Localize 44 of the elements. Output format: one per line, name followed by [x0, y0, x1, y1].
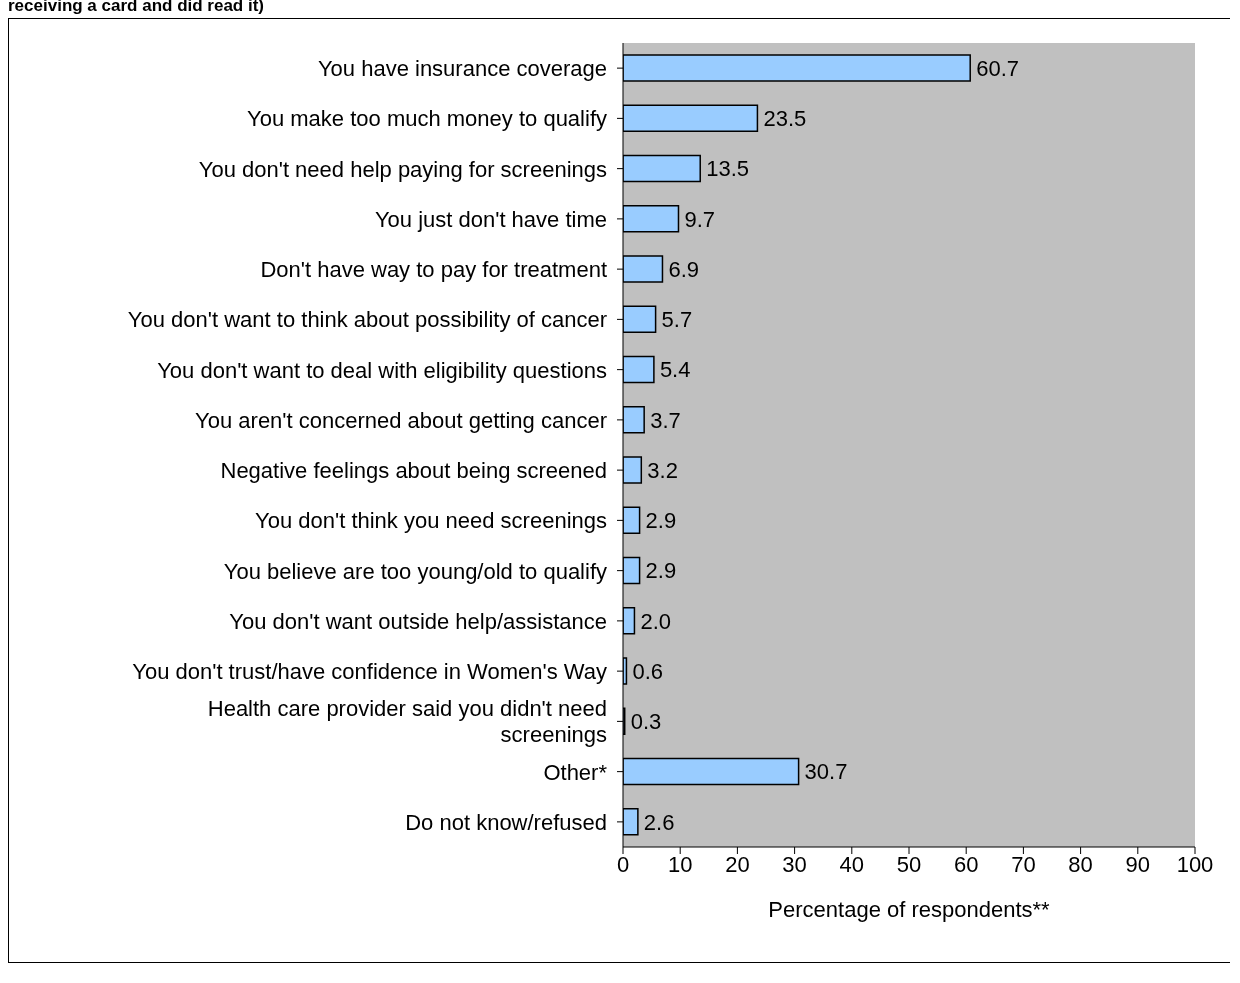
- x-axis-title: Percentage of respondents**: [768, 897, 1051, 922]
- y-tick-label: Health care provider said you didn't need screenings: [207, 696, 607, 748]
- y-tick-label: You just don't have time: [374, 206, 607, 232]
- data-label: 2.0: [640, 608, 672, 634]
- data-label: 0.3: [630, 709, 662, 735]
- data-label: 30.7: [804, 759, 848, 785]
- x-tick-label: 80: [1068, 851, 1093, 877]
- x-tick-label: 0: [616, 851, 630, 877]
- x-tick-label: 100: [1176, 851, 1214, 877]
- data-label: 0.6: [632, 658, 664, 684]
- y-tick-label: Other*: [543, 759, 608, 785]
- data-label: 2.9: [645, 558, 677, 584]
- y-tick-label: You believe are too young/old to qualify: [223, 558, 607, 584]
- y-tick-label: You aren't concerned about getting cancer: [195, 407, 607, 433]
- data-label: 9.7: [684, 206, 716, 232]
- y-tick-label: You don't want to think about possibility of cancer: [127, 307, 607, 333]
- data-label: 5.4: [659, 357, 691, 383]
- x-tick-label: 50: [896, 851, 922, 877]
- x-tick-label: 70: [1011, 851, 1036, 877]
- x-tick-label: 20: [725, 851, 750, 877]
- data-label: 3.7: [650, 407, 681, 433]
- y-tick-label: You don't need help paying for screenings: [198, 156, 607, 182]
- data-label: 23.5: [763, 106, 807, 132]
- data-label: 13.5: [706, 156, 750, 182]
- data-label: 6.9: [668, 256, 700, 282]
- y-tick-label: You don't want outside help/assistance: [229, 608, 607, 634]
- x-tick-label: 30: [782, 851, 807, 877]
- y-tick-label: Do not know/refused: [405, 809, 607, 835]
- data-label: 2.6: [643, 809, 675, 835]
- y-tick-label: You don't think you need screenings: [255, 508, 607, 534]
- y-tick-label: Don't have way to pay for treatment: [260, 257, 607, 283]
- y-tick-label: You don't want to deal with eligibility questions: [157, 357, 607, 383]
- data-label: 3.2: [647, 457, 678, 483]
- data-label: 5.7: [661, 307, 693, 333]
- data-label: 60.7: [976, 55, 1020, 81]
- y-tick-label: You make too much money to qualify: [247, 106, 607, 132]
- x-tick-label: 10: [667, 851, 693, 877]
- x-tick-label: 60: [953, 851, 979, 877]
- data-label: 2.9: [645, 508, 677, 534]
- y-tick-label: Negative feelings about being screened: [220, 458, 607, 484]
- y-tick-label: You have insurance coverage: [317, 56, 607, 82]
- y-tick-label: You don't trust/have confidence in Women's Way: [132, 659, 607, 685]
- x-tick-label: 40: [839, 851, 865, 877]
- x-tick-label: 90: [1125, 851, 1151, 877]
